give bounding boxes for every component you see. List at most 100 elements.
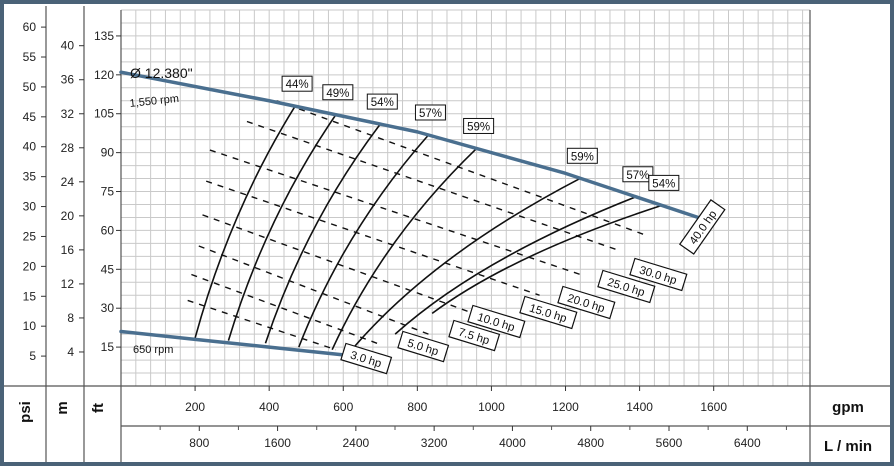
m-tick-label: 32 — [61, 107, 75, 121]
efficiency-label-box — [648, 174, 680, 191]
efficiency-curve — [350, 177, 581, 352]
unit-lmin: L / min — [824, 438, 872, 455]
efficiency-label: 54% — [371, 97, 394, 109]
max-speed-label: 1,550 rpm — [129, 93, 180, 110]
efficiency-label: 57% — [419, 108, 442, 120]
hp-line — [209, 149, 581, 276]
efficiency-curve — [331, 147, 478, 351]
hp-line — [205, 180, 540, 296]
lmin-tick-label: 6400 — [734, 436, 761, 450]
efficiency-label: 49% — [326, 88, 349, 100]
efficiency-label-box — [366, 93, 398, 110]
gpm-tick-label: 800 — [407, 400, 427, 414]
hp-label-box — [629, 257, 688, 292]
hp-line — [202, 214, 488, 320]
efficiency-label-box — [322, 84, 354, 101]
efficiency-curve — [394, 196, 637, 335]
lmin-tick-label: 4000 — [499, 436, 526, 450]
efficiency-curve — [431, 204, 663, 315]
axes-labels: 1530456075901051201354812162024283236405… — [23, 20, 787, 450]
unit-psi: psi — [17, 401, 34, 423]
m-tick-label: 4 — [67, 345, 74, 359]
lmin-tick-label: 4800 — [577, 436, 604, 450]
gpm-tick-label: 1200 — [552, 400, 579, 414]
psi-tick-label: 50 — [23, 80, 37, 94]
gpm-tick-label: 1400 — [626, 400, 653, 414]
hp-label: 3.0 hp — [340, 342, 393, 375]
min-speed-label: 650 rpm — [133, 344, 173, 356]
gpm-tick-label: 1000 — [478, 400, 505, 414]
unit-m: m — [54, 401, 71, 414]
speed-curves — [119, 70, 716, 357]
ft-tick-label: 30 — [101, 301, 115, 315]
efficiency-label-box — [463, 117, 495, 134]
psi-tick-label: 15 — [23, 289, 37, 303]
hp-label: 7.5 hp — [448, 319, 501, 352]
efficiency-label: 59% — [571, 151, 594, 163]
efficiency-curve — [194, 105, 296, 339]
ft-tick-label: 105 — [94, 107, 114, 121]
psi-tick-label: 45 — [23, 110, 37, 124]
ft-tick-label: 120 — [94, 68, 114, 82]
hp-line — [187, 299, 337, 351]
m-tick-label: 28 — [61, 141, 75, 155]
efficiency-curve — [264, 123, 381, 344]
frame-lines — [4, 6, 890, 462]
lmin-tick-label: 5600 — [656, 436, 683, 450]
unit-gpm: gpm — [832, 399, 864, 416]
psi-tick-label: 55 — [23, 50, 37, 64]
psi-tick-label: 40 — [23, 140, 37, 154]
efficiency-label: 57% — [626, 170, 649, 182]
speed-curve-1550 — [119, 70, 716, 225]
m-tick-label: 24 — [61, 175, 75, 189]
lmin-tick-label: 3200 — [421, 436, 448, 450]
lmin-tick-label: 2400 — [343, 436, 370, 450]
hp-label-box — [678, 199, 726, 255]
m-tick-label: 36 — [61, 73, 75, 87]
efficiency-label: 44% — [286, 79, 309, 91]
gpm-tick-label: 400 — [259, 400, 279, 414]
m-tick-label: 12 — [61, 277, 75, 291]
gpm-tick-label: 200 — [185, 400, 205, 414]
gpm-tick-label: 600 — [333, 400, 353, 414]
hp-label-box — [519, 295, 578, 330]
impeller-diameter-label: Ø 12.380" — [130, 65, 193, 81]
efficiency-label-box — [414, 104, 446, 121]
speed-curve-650 — [119, 329, 346, 357]
efficiency-label: 54% — [652, 178, 675, 190]
hp-label-box — [467, 304, 526, 339]
hp-label-box — [397, 330, 450, 363]
hp-line — [191, 273, 381, 346]
efficiency-label-box — [281, 75, 313, 92]
ft-tick-label: 60 — [101, 223, 115, 237]
psi-tick-label: 25 — [23, 229, 37, 243]
hp-label-box — [340, 342, 393, 375]
lmin-tick-label: 800 — [189, 436, 209, 450]
gpm-tick-label: 1600 — [700, 400, 727, 414]
psi-tick-label: 20 — [23, 259, 37, 273]
psi-tick-label: 30 — [23, 200, 37, 214]
psi-tick-label: 60 — [23, 20, 37, 34]
psi-tick-label: 5 — [29, 349, 36, 363]
ft-tick-label: 75 — [101, 185, 115, 199]
hp-line — [276, 100, 648, 237]
efficiency-curve — [298, 134, 430, 348]
ft-tick-label: 45 — [101, 262, 115, 276]
m-tick-label: 20 — [61, 209, 75, 223]
hp-label-box — [448, 319, 501, 352]
psi-tick-label: 35 — [23, 170, 37, 184]
hp-label: 5.0 hp — [397, 330, 450, 363]
lmin-tick-label: 1600 — [264, 436, 291, 450]
efficiency-label-box — [622, 166, 654, 183]
ft-tick-label: 135 — [94, 29, 114, 43]
psi-tick-label: 10 — [23, 319, 37, 333]
m-tick-label: 16 — [61, 243, 75, 257]
efficiency-curve — [227, 114, 337, 341]
efficiency-lines — [194, 105, 663, 352]
efficiency-label-box — [566, 147, 598, 164]
m-tick-label: 40 — [61, 39, 75, 53]
unit-ft: ft — [90, 403, 107, 413]
hp-label-box — [557, 285, 616, 320]
